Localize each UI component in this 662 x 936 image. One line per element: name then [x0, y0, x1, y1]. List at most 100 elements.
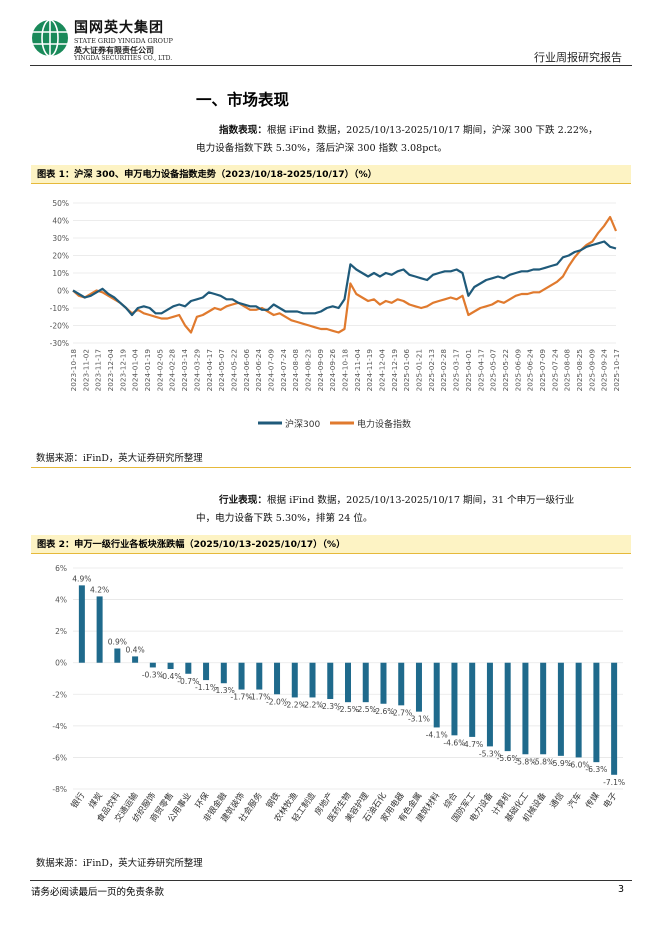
bar	[451, 662, 458, 736]
x-tick-label: 2024-07-09	[266, 349, 275, 392]
data-label: -4.7%	[461, 740, 483, 749]
company-logo-icon	[32, 19, 68, 57]
data-label: 4.9%	[72, 574, 91, 583]
x-tick-label: 2024-08-23	[303, 349, 312, 392]
data-label: -2.2%	[301, 700, 323, 709]
figure-1-bottom-rule	[31, 467, 631, 468]
x-tick-label: 2025-02-13	[427, 349, 436, 392]
figure-1-source: 数据来源：iFinD，英大证券研究所整理	[36, 453, 203, 464]
category-label: 通信	[548, 790, 566, 809]
paragraph-label: 行业表现：	[219, 495, 267, 506]
bar	[309, 662, 316, 698]
paragraph-line: 中，电力设备下跌 5.30%，排第 24 位。	[196, 513, 373, 524]
y-tick-label: 4%	[55, 596, 67, 605]
y-tick-label: -20%	[50, 322, 69, 331]
x-tick-label: 2024-01-19	[143, 349, 152, 392]
index-performance-paragraph-cont: 电力设备指数下跌 5.30%，落后沪深 300 指数 3.08pct。	[196, 140, 447, 158]
x-tick-label: 2024-02-28	[168, 349, 177, 392]
industry-change-bar-chart: 6%4%2%0%-2%-4%-6%-8%4.9%银行4.2%煤炭0.9%食品饮料…	[52, 564, 625, 824]
page-number: 3	[617, 884, 624, 895]
bar	[114, 648, 121, 663]
x-tick-label: 2024-09-09	[316, 349, 325, 392]
bar	[238, 662, 245, 690]
bar	[557, 662, 564, 756]
bar	[167, 662, 174, 670]
bar	[611, 662, 618, 775]
data-label: -2.5%	[337, 705, 359, 714]
paragraph-label: 指数表现：	[219, 125, 267, 136]
data-label: -1.7%	[248, 693, 270, 702]
bar	[380, 662, 387, 704]
bar	[522, 662, 529, 755]
data-label: -2.5%	[355, 705, 377, 714]
data-label: -6.0%	[568, 760, 590, 769]
report-type: 行业周报研究报告	[534, 51, 622, 64]
y-tick-label: -2%	[52, 690, 67, 699]
y-tick-label: -10%	[50, 304, 69, 313]
footer-divider	[30, 880, 632, 881]
logo-securities-english: YINGDA SECURITIES CO., LTD.	[74, 55, 173, 62]
x-tick-label: 2025-08-08	[563, 349, 572, 392]
x-tick-label: 2025-05-22	[501, 349, 510, 391]
data-label: -5.3%	[479, 749, 501, 758]
bar	[327, 662, 334, 700]
bar	[185, 662, 192, 674]
paragraph-line: 电力设备指数下跌 5.30%，落后沪深 300 指数 3.08pct。	[196, 143, 448, 154]
y-tick-label: -6%	[52, 753, 67, 762]
bar	[469, 662, 476, 737]
x-tick-label: 2024-07-24	[279, 349, 288, 392]
data-label: 0.9%	[108, 638, 127, 647]
x-tick-label: 2024-11-04	[353, 349, 362, 392]
y-tick-label: 30%	[52, 234, 69, 243]
logo-group-english: STATE GRID YINGDA GROUP	[74, 37, 173, 45]
y-tick-label: 50%	[52, 199, 69, 208]
x-tick-label: 2025-09-09	[587, 349, 596, 392]
data-label: -1.3%	[213, 686, 235, 695]
bar	[78, 585, 85, 663]
bar	[486, 662, 493, 747]
y-tick-label: 2%	[55, 627, 67, 636]
x-tick-label: 2025-01-06	[402, 349, 411, 392]
y-tick-label: 0%	[55, 659, 67, 668]
x-tick-label: 2025-07-09	[538, 349, 547, 392]
bar	[132, 656, 139, 663]
x-tick-label: 2023-10-18	[69, 349, 78, 392]
bar	[274, 662, 281, 695]
header-divider	[30, 65, 632, 66]
data-label: -2.6%	[372, 707, 394, 716]
x-tick-label: 2025-06-24	[526, 349, 535, 392]
paragraph-line: 根据 iFind 数据，2025/10/13-2025/10/17 期间，31 …	[266, 495, 575, 506]
data-label: -2.3%	[319, 702, 341, 711]
x-tick-label: 2023-11-17	[94, 349, 103, 392]
industry-performance-paragraph: 行业表现：根据 iFind 数据，2025/10/13-2025/10/17 期…	[219, 492, 574, 510]
bar	[593, 662, 600, 763]
legend-label-elec: 电力设备指数	[357, 418, 411, 430]
x-tick-label: 2025-08-25	[575, 349, 584, 391]
data-label: -1.7%	[231, 693, 253, 702]
x-tick-label: 2025-03-17	[452, 349, 461, 392]
data-label: -4.6%	[443, 738, 465, 747]
x-tick-label: 2025-09-24	[600, 349, 609, 392]
x-tick-label: 2024-11-19	[365, 349, 374, 392]
logo-company-name: 国网英大集团	[74, 20, 164, 36]
data-label: 4.2%	[90, 585, 109, 594]
x-tick-label: 2024-12-19	[390, 349, 399, 392]
bar	[362, 662, 369, 703]
data-label: -6.3%	[585, 765, 607, 774]
bar	[504, 662, 511, 752]
elec-equipment-series-line	[72, 215, 618, 334]
x-tick-label: 2024-04-17	[205, 349, 214, 392]
data-label: -5.9%	[550, 759, 572, 768]
bar	[415, 662, 422, 712]
data-label: 0.4%	[125, 645, 144, 654]
x-tick-label: 2024-06-06	[242, 349, 251, 392]
figure-1-title: 图表 1：沪深 300、申万电力设备指数走势（2023/10/18-2025/1…	[31, 165, 631, 184]
x-tick-label: 2024-03-14	[180, 349, 189, 392]
x-tick-label: 2024-09-26	[328, 349, 337, 392]
x-tick-label: 2025-02-28	[439, 349, 448, 392]
x-tick-label: 2023-12-19	[118, 349, 127, 392]
y-tick-label: -30%	[50, 339, 69, 348]
industry-performance-paragraph-cont: 中，电力设备下跌 5.30%，排第 24 位。	[196, 510, 373, 528]
index-trend-chart: 50%40%30%20%10%0%-10%-20%-30%2023-10-18 2…	[50, 199, 621, 430]
x-tick-label: 2025-04-01	[464, 349, 473, 391]
